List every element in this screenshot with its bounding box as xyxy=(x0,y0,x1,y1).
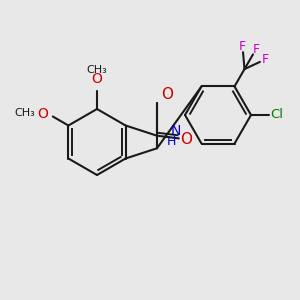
Text: N: N xyxy=(170,124,181,138)
Text: CH₃: CH₃ xyxy=(87,65,107,75)
Text: O: O xyxy=(37,106,48,121)
Text: F: F xyxy=(262,53,269,66)
Text: F: F xyxy=(239,40,246,53)
Text: CH₃: CH₃ xyxy=(14,109,35,118)
Text: F: F xyxy=(252,43,260,56)
Text: O: O xyxy=(180,132,192,147)
Text: O: O xyxy=(92,72,102,86)
Text: H: H xyxy=(167,135,176,148)
Text: O: O xyxy=(161,87,173,102)
Text: Cl: Cl xyxy=(271,109,284,122)
